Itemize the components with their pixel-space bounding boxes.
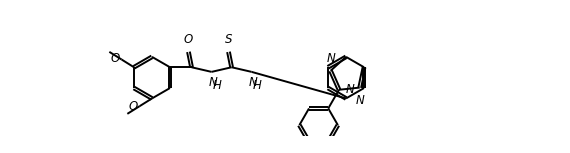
Text: N: N [209, 76, 218, 90]
Text: H: H [213, 79, 221, 92]
Text: N: N [326, 52, 335, 65]
Text: O: O [128, 100, 137, 113]
Text: S: S [225, 34, 232, 47]
Text: N: N [345, 83, 354, 96]
Text: H: H [253, 79, 262, 92]
Text: O: O [184, 34, 193, 47]
Text: O: O [110, 52, 119, 65]
Text: N: N [355, 94, 364, 107]
Text: N: N [249, 76, 258, 90]
